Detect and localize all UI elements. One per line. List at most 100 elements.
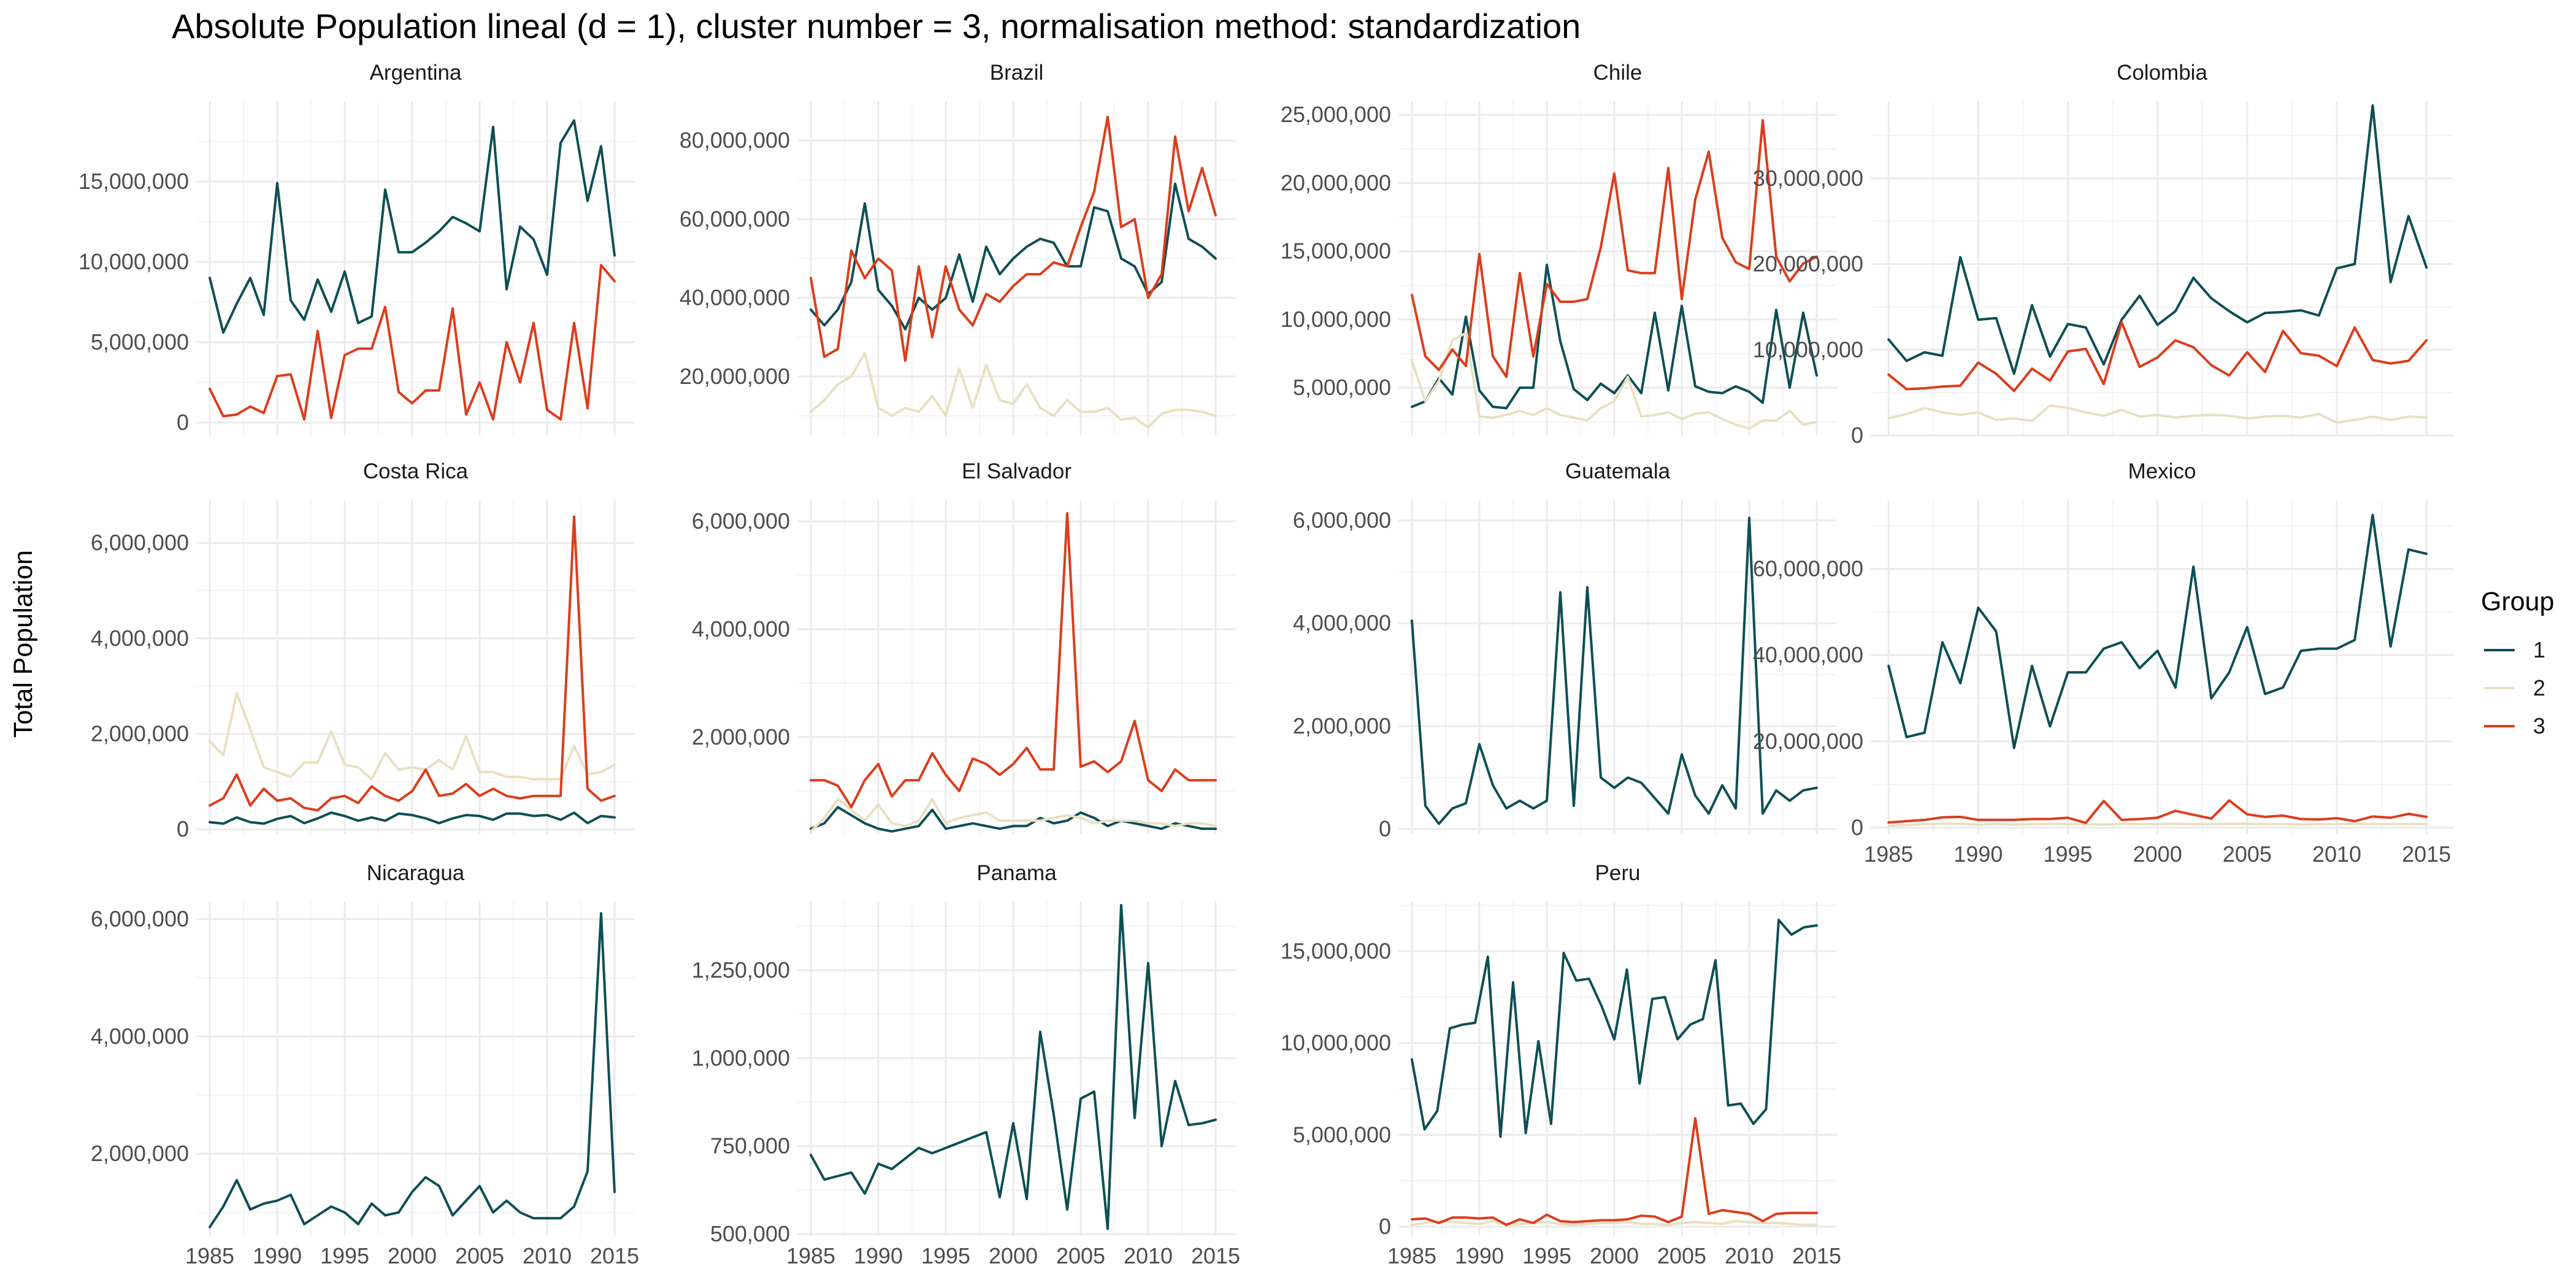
y-tick-label: 0 [1379, 1214, 1391, 1239]
facet-label-mexico: Mexico [2128, 459, 2196, 483]
y-tick-label: 4,000,000 [692, 616, 790, 642]
y-tick-label: 10,000,000 [1753, 337, 1863, 362]
x-tick-label-1990: 1990 [1455, 1243, 1504, 1268]
series-lines [209, 515, 616, 825]
series-line-chile-group-3 [1411, 119, 1818, 378]
legend-label-1: 1 [2533, 637, 2545, 662]
y-tick-label: 20,000,000 [1753, 251, 1863, 277]
series-line-peru-group-2 [1411, 1220, 1818, 1226]
facet-label-argentina: Argentina [370, 61, 462, 85]
y-tick-label: 4,000,000 [91, 1024, 189, 1049]
y-tick-label: 60,000,000 [680, 206, 790, 231]
x-tick-label-2005: 2005 [455, 1243, 504, 1268]
series-line-brazil-group-3 [810, 115, 1217, 362]
panel-argentina: Argentina 0 5,000,000 10,000,000 15,000,000 [79, 61, 635, 435]
y-tick-label: 10,000,000 [79, 249, 189, 274]
facet-label-peru: Peru [1595, 861, 1641, 885]
y-tick-label: 500,000 [710, 1221, 790, 1246]
series-lines [209, 912, 616, 1229]
y-tick-label: 40,000,000 [1753, 642, 1863, 667]
x-tick-label-1985: 1985 [786, 1243, 835, 1268]
legend-entry-2: 2 [2484, 675, 2545, 700]
series-line-mexico-group-3 [1887, 799, 2428, 824]
series-line-brazil-group-2 [810, 351, 1217, 429]
panel-brazil: Brazil 20,000,000 40,000,000 60,000,000 80,0… [680, 61, 1236, 435]
series-line-costa-rica-group-3 [209, 515, 616, 812]
series-line-peru-group-1 [1411, 918, 1818, 1138]
y-tick-label: 0 [177, 816, 189, 841]
y-tick-label: 0 [1851, 815, 1863, 840]
x-tick-label-2015: 2015 [2402, 841, 2451, 867]
panel-colombia: Colombia 0 10,000,000 20,000,000 30,000,000 [1753, 61, 2453, 448]
y-tick-label: 10,000,000 [1281, 1030, 1391, 1056]
x-tick-label-1990: 1990 [854, 1243, 903, 1268]
panel-panama: Panama 500,000 750,000 1,000,000 1,250,000 19… [692, 861, 1240, 1268]
y-tick-label: 2,000,000 [692, 724, 790, 749]
series-lines [810, 903, 1217, 1230]
series-line-panama-group-1 [810, 903, 1217, 1230]
series-line-el-salvador-group-2 [810, 797, 1217, 833]
series-lines [209, 119, 616, 421]
y-axis-title: Total Population [9, 550, 38, 738]
y-tick-label: 2,000,000 [1293, 713, 1391, 738]
x-tick-label-2010: 2010 [1725, 1243, 1774, 1268]
y-tick-label: 4,000,000 [91, 626, 189, 651]
y-tick-label: 20,000,000 [1281, 170, 1391, 195]
x-tick-label-1990: 1990 [253, 1243, 302, 1268]
y-tick-label: 20,000,000 [1753, 729, 1863, 754]
x-tick-label-1985: 1985 [1864, 841, 1913, 867]
y-tick-label: 5,000,000 [91, 329, 189, 355]
y-tick-label: 2,000,000 [91, 1141, 189, 1166]
y-tick-label: 6,000,000 [692, 508, 790, 534]
legend-label-3: 3 [2533, 713, 2545, 738]
gridlines [1398, 902, 1837, 1236]
series-line-nicaragua-group-1 [209, 912, 616, 1229]
chart-title: Absolute Population lineal (d = 1), clus… [172, 7, 1581, 45]
series-line-costa-rica-group-2 [209, 692, 616, 781]
y-tick-label: 0 [177, 410, 189, 435]
legend-entry-1: 1 [2484, 637, 2545, 662]
legend-entry-3: 3 [2484, 713, 2545, 738]
legend-title: Group [2481, 587, 2555, 616]
series-line-el-salvador-group-1 [810, 806, 1217, 833]
panel-nicaragua: Nicaragua 2,000,000 4,000,000 6,000,000 1985… [91, 861, 639, 1268]
y-tick-label: 15,000,000 [79, 169, 189, 194]
x-tick-label-2000: 2000 [2133, 841, 2182, 867]
y-tick-label: 0 [1851, 423, 1863, 448]
legend-entries: 1 2 3 [2484, 637, 2545, 738]
x-tick-label-2000: 2000 [989, 1243, 1038, 1268]
x-tick-label-2015: 2015 [590, 1243, 639, 1268]
x-tick-label-2010: 2010 [2312, 841, 2361, 867]
panel-mexico: Mexico 0 20,000,000 40,000,000 60,000,000 198… [1753, 459, 2453, 867]
y-tick-label: 6,000,000 [91, 530, 189, 555]
series-lines [1411, 918, 1818, 1226]
x-tick-label-2000: 2000 [1590, 1243, 1639, 1268]
y-tick-label: 0 [1379, 816, 1391, 841]
y-tick-label: 5,000,000 [1293, 1122, 1391, 1147]
x-tick-label-1985: 1985 [185, 1243, 234, 1268]
series-line-argentina-group-3 [209, 264, 616, 421]
series-line-mexico-group-2 [1887, 822, 2428, 827]
series-line-colombia-group-3 [1887, 321, 2428, 393]
series-line-chile-group-1 [1411, 263, 1818, 410]
series-line-costa-rica-group-1 [209, 811, 616, 825]
facet-label-brazil: Brazil [990, 61, 1044, 85]
panel-peru: Peru 0 5,000,000 10,000,000 15,000,000 1985 19… [1281, 861, 1841, 1268]
series-line-peru-group-3 [1411, 1117, 1818, 1226]
x-tick-label-2005: 2005 [1657, 1243, 1706, 1268]
x-tick-label-1985: 1985 [1387, 1243, 1436, 1268]
facet-label-el-salvador: El Salvador [962, 459, 1071, 483]
series-line-guatemala-group-1 [1411, 516, 1818, 826]
gridlines [196, 500, 635, 834]
y-tick-label: 10,000,000 [1281, 307, 1391, 332]
panel-el-salvador: El Salvador 2,000,000 4,000,000 6,000,000 [692, 459, 1236, 834]
series-line-colombia-group-1 [1887, 104, 2428, 375]
y-tick-label: 20,000,000 [680, 364, 790, 389]
y-tick-label: 1,000,000 [692, 1045, 790, 1070]
y-tick-label: 750,000 [710, 1133, 790, 1159]
x-tick-label-2005: 2005 [2223, 841, 2272, 867]
series-line-chile-group-2 [1411, 332, 1818, 430]
series-lines [1411, 119, 1818, 430]
x-tick-label-2015: 2015 [1191, 1243, 1240, 1268]
